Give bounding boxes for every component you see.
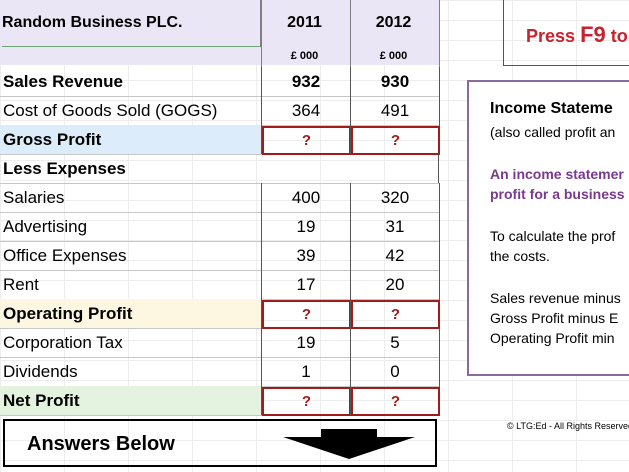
cell-2011[interactable]: 17: [261, 270, 350, 299]
cell-2012[interactable]: 0: [350, 357, 440, 386]
year-2011-header[interactable]: 2011: [287, 14, 322, 31]
row-label[interactable]: Less Expenses: [3, 159, 126, 178]
row-highlight: [0, 125, 261, 154]
cell-2011[interactable]: ?: [261, 386, 351, 416]
cell-2012[interactable]: 491: [350, 96, 440, 125]
cell-2011[interactable]: 1: [261, 357, 350, 386]
info-step-operating: Operating Profit min: [490, 330, 615, 346]
table-row: Salaries 400 320: [0, 183, 440, 213]
year-2012-header[interactable]: 2012: [375, 14, 412, 31]
answers-below-label: Answers Below: [27, 433, 175, 455]
copyright-notice: © LTG:Ed - All Rights Reserved: [507, 421, 629, 431]
info-step-sales: Sales revenue minus: [490, 290, 621, 306]
row-highlight: [0, 299, 261, 328]
answer-placeholder[interactable]: ?: [262, 300, 351, 329]
cell-2011[interactable]: ?: [261, 299, 351, 329]
cell-2011[interactable]: 932: [261, 67, 350, 96]
answer-placeholder[interactable]: ?: [351, 300, 440, 329]
cell-2011[interactable]: 19: [261, 212, 350, 241]
info-step-gross: Gross Profit minus E: [490, 310, 619, 326]
row-label[interactable]: Corporation Tax: [3, 333, 123, 352]
unit-2012: £ 000: [379, 50, 408, 62]
column-divider: [350, 0, 351, 67]
table-row: Sales Revenue 932 930: [0, 67, 440, 97]
table-row: Less Expenses: [0, 154, 439, 184]
table-row: Dividends 1 0: [0, 357, 440, 387]
cell-2012[interactable]: 31: [350, 212, 440, 241]
table-row: Operating Profit??: [0, 299, 440, 329]
cell-2012[interactable]: 930: [350, 67, 440, 96]
answer-placeholder[interactable]: ?: [351, 387, 440, 416]
cell-2012[interactable]: 42: [350, 241, 440, 270]
row-highlight: [0, 386, 261, 415]
table-row: Cost of Goods Sold (GOGS) 364 491: [0, 96, 440, 126]
table-row: Corporation Tax 19 5: [0, 328, 440, 358]
table-row: Office Expenses 39 42: [0, 241, 440, 271]
row-label[interactable]: Rent: [3, 275, 39, 294]
answers-below-box[interactable]: Answers Below: [3, 419, 437, 467]
table-row: Gross Profit??: [0, 125, 440, 155]
answer-placeholder[interactable]: ?: [262, 387, 351, 416]
cell-2011[interactable]: 19: [261, 328, 350, 357]
press-suffix: to: [610, 26, 628, 46]
unit-2011: £ 000: [290, 50, 319, 62]
table-row: Advertising 19 31: [0, 212, 440, 242]
row-label[interactable]: Sales Revenue: [3, 72, 124, 91]
column-divider: [261, 0, 262, 67]
company-name-cell[interactable]: Random Business PLC.: [2, 0, 261, 47]
answer-placeholder[interactable]: ?: [262, 126, 351, 155]
cell-2012[interactable]: 320: [350, 183, 440, 212]
press-f9-instruction: Press F9 to: [526, 22, 628, 48]
info-subtitle: (also called profit an: [490, 124, 616, 140]
info-definition-line1: An income statemer: [490, 166, 624, 182]
cell-2012[interactable]: ?: [350, 299, 440, 329]
press-f9-box: [503, 0, 629, 66]
info-calc-line2: the costs.: [490, 248, 550, 264]
f9-key: F9: [580, 22, 606, 47]
info-calc-line1: To calculate the prof: [490, 228, 616, 244]
row-label[interactable]: Dividends: [3, 362, 78, 381]
income-statement-info-panel: Income Stateme (also called profit an An…: [467, 80, 629, 376]
row-label[interactable]: Gross Profit: [3, 130, 102, 149]
table-row: Net Profit??: [0, 386, 440, 416]
row-label[interactable]: Salaries: [3, 188, 65, 207]
cell-2012[interactable]: ?: [350, 125, 440, 155]
cell-2011[interactable]: 400: [261, 183, 350, 212]
company-name: Random Business PLC.: [2, 14, 183, 31]
answer-placeholder[interactable]: ?: [351, 126, 440, 155]
table-row: Rent 17 20: [0, 270, 440, 300]
cell-2012[interactable]: [350, 154, 439, 183]
down-arrow-icon[interactable]: [283, 429, 415, 459]
row-label[interactable]: Net Profit: [3, 391, 80, 410]
press-prefix: Press: [526, 26, 576, 46]
cell-2012[interactable]: ?: [350, 386, 440, 416]
info-definition-line2: profit for a business: [490, 186, 625, 202]
cell-2012[interactable]: 5: [350, 328, 440, 357]
row-label[interactable]: Cost of Goods Sold (GOGS): [3, 101, 218, 120]
column-divider: [439, 0, 440, 67]
row-label[interactable]: Office Expenses: [3, 246, 127, 265]
cell-2011[interactable]: 364: [261, 96, 350, 125]
row-label[interactable]: Advertising: [3, 217, 88, 236]
cell-2011[interactable]: ?: [261, 125, 351, 155]
table-header: [0, 0, 439, 65]
cell-2011[interactable]: 39: [261, 241, 350, 270]
row-label[interactable]: Operating Profit: [3, 304, 133, 323]
cell-2012[interactable]: 20: [350, 270, 440, 299]
info-title: Income Stateme: [490, 100, 613, 117]
cell-2011[interactable]: [261, 154, 349, 183]
